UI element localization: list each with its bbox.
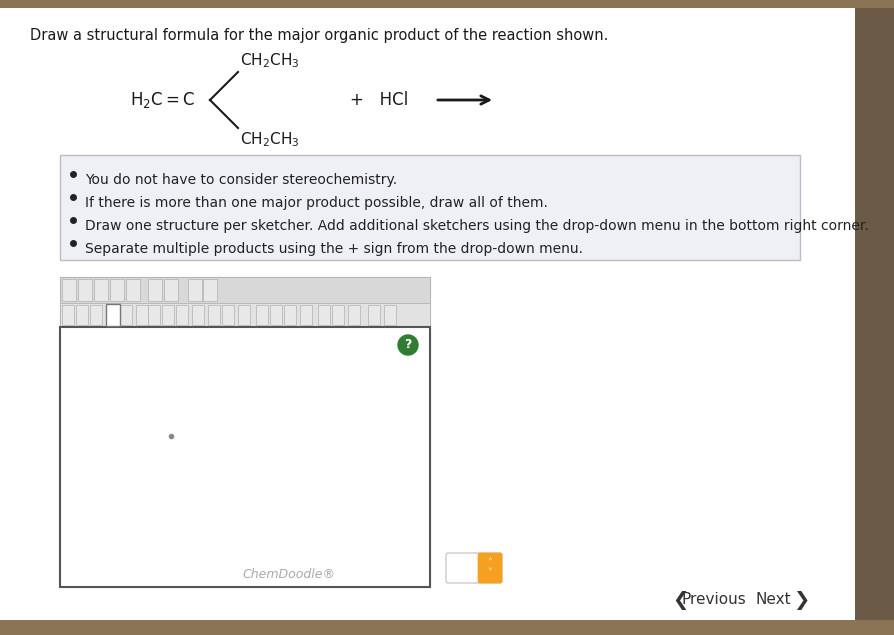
Bar	[126, 279, 139, 301]
Bar	[270, 305, 282, 325]
Bar	[136, 305, 148, 325]
Bar	[188, 279, 202, 301]
Bar	[105, 305, 118, 325]
Bar	[367, 305, 380, 325]
Bar	[60, 277, 429, 587]
Text: Draw a structural formula for the major organic product of the reaction shown.: Draw a structural formula for the major …	[30, 28, 608, 43]
Text: ❯: ❯	[792, 591, 808, 610]
Text: Separate multiple products using the + sign from the drop-down menu.: Separate multiple products using the + s…	[85, 242, 582, 256]
Bar	[384, 305, 395, 325]
Bar	[203, 279, 216, 301]
Text: CH$_2$CH$_3$: CH$_2$CH$_3$	[240, 51, 299, 70]
Bar	[148, 305, 160, 325]
Text: If there is more than one major product possible, draw all of them.: If there is more than one major product …	[85, 196, 547, 210]
Bar	[256, 305, 267, 325]
Text: Next: Next	[755, 592, 790, 608]
Text: ˅: ˅	[487, 568, 492, 578]
Bar	[76, 305, 88, 325]
Text: ChemDoodle®: ChemDoodle®	[242, 568, 335, 582]
Bar	[110, 279, 124, 301]
Bar	[148, 279, 162, 301]
Bar	[222, 305, 233, 325]
Bar	[317, 305, 330, 325]
Bar	[62, 305, 74, 325]
Bar	[238, 305, 249, 325]
Bar	[299, 305, 312, 325]
Text: H$_2$C$=$C: H$_2$C$=$C	[130, 90, 195, 110]
Bar	[90, 305, 102, 325]
Text: You do not have to consider stereochemistry.: You do not have to consider stereochemis…	[85, 173, 397, 187]
Text: ❮: ❮	[671, 591, 687, 610]
Text: Draw one structure per sketcher. Add additional sketchers using the drop-down me: Draw one structure per sketcher. Add add…	[85, 219, 868, 233]
Text: ˄: ˄	[487, 558, 492, 568]
Circle shape	[398, 335, 417, 355]
Bar	[283, 305, 296, 325]
Bar	[105, 304, 120, 326]
Bar	[120, 305, 131, 325]
Bar	[94, 279, 108, 301]
Bar	[207, 305, 220, 325]
Bar	[162, 305, 173, 325]
Bar	[348, 305, 359, 325]
Text: CH$_2$CH$_3$: CH$_2$CH$_3$	[240, 130, 299, 149]
Text: +   HCl: + HCl	[350, 91, 408, 109]
Bar	[0, 0, 894, 8]
Text: ?: ?	[404, 338, 411, 352]
FancyBboxPatch shape	[477, 553, 502, 583]
Bar	[192, 305, 204, 325]
Bar	[60, 277, 429, 303]
Bar	[62, 279, 76, 301]
Text: Previous: Previous	[681, 592, 746, 608]
Bar	[176, 305, 188, 325]
Bar	[60, 303, 429, 327]
Bar	[0, 620, 894, 635]
Bar	[854, 8, 894, 628]
FancyBboxPatch shape	[445, 553, 502, 583]
Bar	[164, 279, 178, 301]
Bar	[332, 305, 343, 325]
Bar	[60, 327, 429, 587]
Bar	[78, 279, 92, 301]
Bar	[60, 155, 799, 260]
